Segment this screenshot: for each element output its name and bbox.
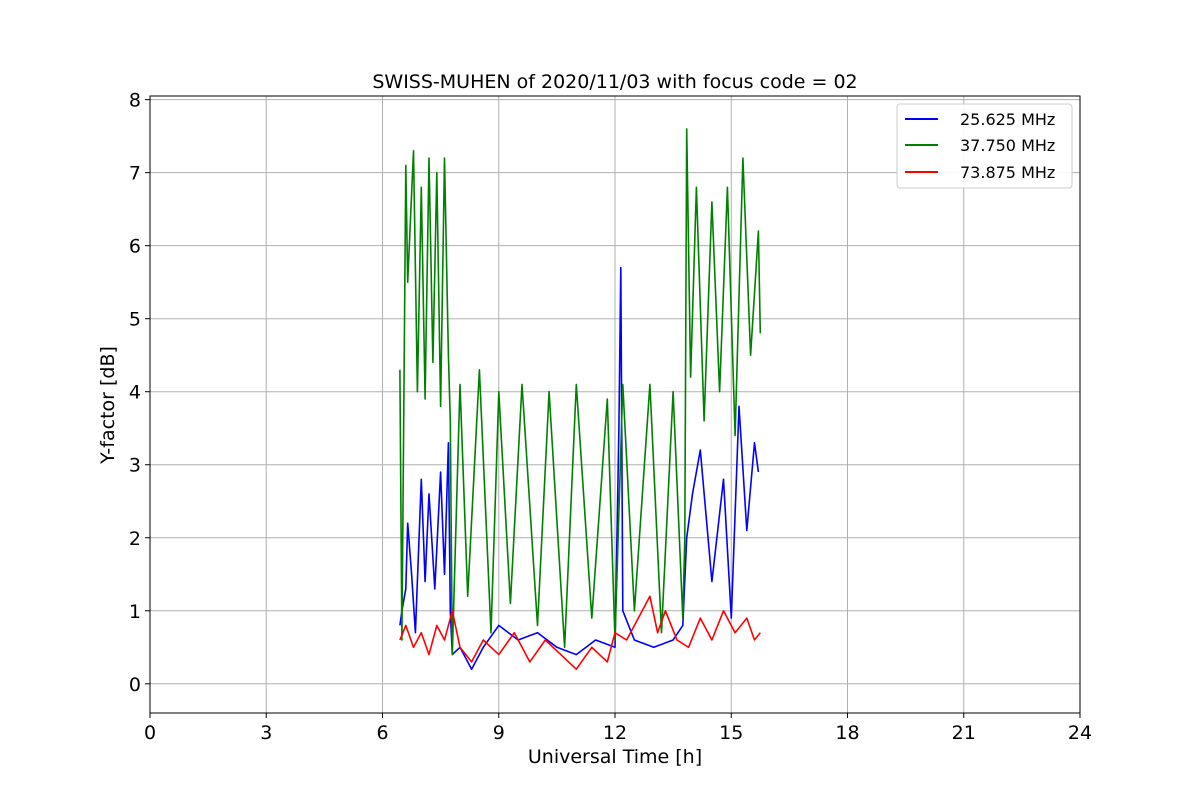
legend: 25.625 MHz 37.750 MHz 73.875 MHz — [896, 103, 1073, 189]
y-tick-label: 0 — [129, 674, 141, 696]
series-layer — [399, 128, 762, 671]
grid-lines — [149, 96, 1081, 713]
legend-label-25: 25.625 MHz — [960, 110, 1055, 129]
x-tick-label: 15 — [719, 722, 743, 744]
chart-title: SWISS-MUHEN of 2020/11/03 with focus cod… — [372, 71, 857, 93]
y-tick-label: 8 — [129, 90, 141, 112]
x-tick-label: 12 — [603, 722, 627, 744]
legend-box — [896, 103, 1073, 189]
series-line-1 — [399, 128, 762, 656]
x-axis-label: Universal Time [h] — [528, 746, 702, 768]
x-tick-label: 18 — [835, 722, 859, 744]
y-tick-label: 2 — [129, 528, 141, 550]
legend-label-37: 37.750 MHz — [960, 136, 1055, 155]
y-axis-label: Y-factor [dB] — [97, 346, 119, 465]
y-tick-label: 6 — [129, 236, 141, 258]
x-tick-label: 9 — [493, 722, 505, 744]
y-tick-label: 3 — [129, 455, 141, 477]
y-tick-label: 1 — [129, 601, 141, 623]
series-line-2 — [399, 595, 761, 671]
y-tick-label: 5 — [129, 309, 141, 331]
y-tick-label: 7 — [129, 163, 141, 185]
series-line-0 — [399, 266, 760, 671]
x-tick-label: 3 — [260, 722, 272, 744]
x-tick-label: 0 — [144, 722, 156, 744]
x-tick-label: 24 — [1068, 722, 1092, 744]
x-tick-label: 6 — [376, 722, 388, 744]
y-tick-label: 4 — [129, 382, 141, 404]
legend-label-73: 73.875 MHz — [960, 163, 1055, 182]
x-tick-label: 21 — [952, 722, 976, 744]
